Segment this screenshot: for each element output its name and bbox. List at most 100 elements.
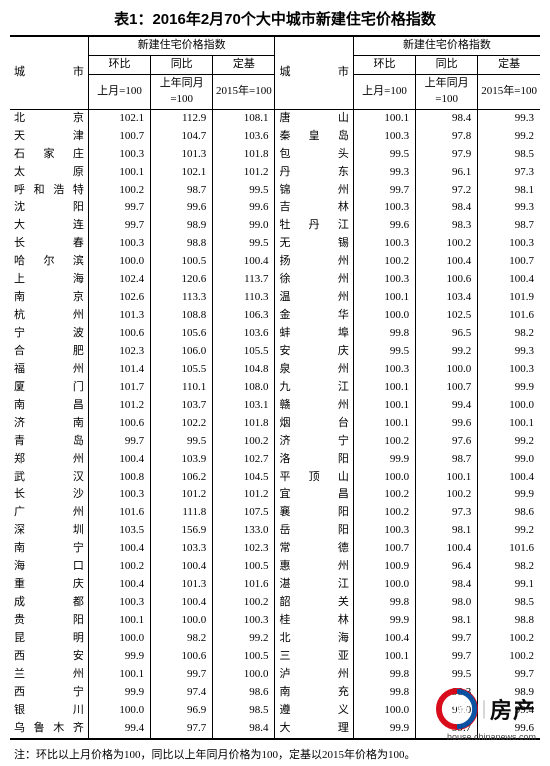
table-row: 大连99.798.999.0牡丹江99.698.398.7 [10, 217, 540, 235]
city-cell: 沈阳 [10, 199, 88, 217]
value-cell: 100.2 [213, 594, 275, 612]
city-cell: 九江 [275, 379, 353, 397]
table-row: 西安99.9100.6100.5三亚100.199.7100.2 [10, 648, 540, 666]
city-cell: 呼和浩特 [10, 182, 88, 200]
value-cell: 99.6 [213, 199, 275, 217]
value-cell: 100.6 [88, 325, 150, 343]
city-cell: 天津 [10, 128, 88, 146]
value-cell: 99.6 [353, 217, 415, 235]
value-cell: 156.9 [151, 522, 213, 540]
value-cell: 100.8 [88, 469, 150, 487]
city-cell: 昆明 [10, 630, 88, 648]
value-cell: 100.2 [213, 433, 275, 451]
city-cell: 成都 [10, 594, 88, 612]
city-cell: 丹东 [275, 164, 353, 182]
value-cell: 104.7 [151, 128, 213, 146]
value-cell: 102.1 [151, 164, 213, 182]
value-cell: 98.1 [416, 612, 478, 630]
city-cell: 锦州 [275, 182, 353, 200]
value-cell: 99.7 [88, 199, 150, 217]
value-cell: 100.3 [88, 235, 150, 253]
sub-tb-l: 上年同月=100 [151, 74, 213, 109]
col-dj-l: 定基 [213, 55, 275, 74]
value-cell: 100.1 [353, 415, 415, 433]
table-row: 沈阳99.799.699.6吉林100.398.499.3 [10, 199, 540, 217]
value-cell: 97.3 [478, 164, 540, 182]
value-cell: 98.9 [151, 217, 213, 235]
table-row: 重庆100.4101.3101.6湛江100.098.499.1 [10, 576, 540, 594]
city-cell: 合肥 [10, 343, 88, 361]
table-row: 宁波100.6105.6103.6蚌埠99.896.598.2 [10, 325, 540, 343]
value-cell: 100.3 [353, 199, 415, 217]
value-cell: 100.4 [88, 540, 150, 558]
value-cell: 99.7 [478, 666, 540, 684]
city-cell: 厦门 [10, 379, 88, 397]
table-row: 长沙100.3101.2101.2宜昌100.2100.299.9 [10, 486, 540, 504]
city-cell: 烟台 [275, 415, 353, 433]
city-cell: 平顶山 [275, 469, 353, 487]
city-cell: 重庆 [10, 576, 88, 594]
value-cell: 120.6 [151, 271, 213, 289]
value-cell: 99.0 [478, 451, 540, 469]
city-cell: 石家庄 [10, 146, 88, 164]
city-cell: 长春 [10, 235, 88, 253]
table-row: 兰州100.199.7100.0泸州99.899.599.7 [10, 666, 540, 684]
value-cell: 96.9 [151, 702, 213, 720]
table-row: 石家庄100.3101.3101.8包头99.597.998.5 [10, 146, 540, 164]
city-cell: 包头 [275, 146, 353, 164]
value-cell: 108.8 [151, 307, 213, 325]
city-cell: 上海 [10, 271, 88, 289]
value-cell: 97.8 [416, 128, 478, 146]
value-cell: 98.7 [151, 182, 213, 200]
price-index-table: 城市 新建住宅价格指数 城市 新建住宅价格指数 环比 同比 定基 环比 同比 定… [10, 35, 540, 740]
value-cell: 99.7 [416, 630, 478, 648]
value-cell: 98.8 [478, 612, 540, 630]
value-cell: 99.5 [213, 235, 275, 253]
value-cell: 99.9 [353, 720, 415, 739]
city-cell: 温州 [275, 289, 353, 307]
city-cell: 太原 [10, 164, 88, 182]
value-cell: 103.9 [151, 451, 213, 469]
value-cell: 100.3 [88, 146, 150, 164]
city-cell: 常德 [275, 540, 353, 558]
value-cell: 98.3 [416, 217, 478, 235]
value-cell: 101.2 [88, 397, 150, 415]
value-cell: 100.3 [478, 235, 540, 253]
value-cell: 99.2 [478, 433, 540, 451]
value-cell: 100.4 [416, 253, 478, 271]
city-cell: 洛阳 [275, 451, 353, 469]
city-cell: 兰州 [10, 666, 88, 684]
value-cell: 99.3 [478, 109, 540, 127]
value-cell: 96.4 [416, 558, 478, 576]
city-cell: 南昌 [10, 397, 88, 415]
value-cell: 101.6 [88, 504, 150, 522]
value-cell: 99.9 [478, 486, 540, 504]
city-cell: 金华 [275, 307, 353, 325]
table-row: 上海102.4120.6113.7徐州100.3100.6100.4 [10, 271, 540, 289]
value-cell: 100.2 [416, 235, 478, 253]
city-cell: 唐山 [275, 109, 353, 127]
value-cell: 99.9 [88, 684, 150, 702]
value-cell: 100.2 [416, 486, 478, 504]
value-cell: 100.7 [353, 540, 415, 558]
table-row: 长春100.398.899.5无锡100.3100.2100.3 [10, 235, 540, 253]
city-cell: 西安 [10, 648, 88, 666]
table-row: 福州101.4105.5104.8泉州100.3100.0100.3 [10, 361, 540, 379]
value-cell: 98.5 [213, 702, 275, 720]
table-row: 深圳103.5156.9133.0岳阳100.398.199.2 [10, 522, 540, 540]
value-cell: 100.3 [353, 271, 415, 289]
value-cell: 101.6 [478, 540, 540, 558]
value-cell: 100.0 [213, 666, 275, 684]
value-cell: 100.4 [151, 594, 213, 612]
value-cell: 100.1 [478, 415, 540, 433]
value-cell: 100.7 [416, 379, 478, 397]
table-row: 济南100.6102.2101.8烟台100.199.6100.1 [10, 415, 540, 433]
value-cell: 99.7 [151, 666, 213, 684]
city-cell: 武汉 [10, 469, 88, 487]
value-cell: 100.1 [353, 289, 415, 307]
value-cell: 103.7 [151, 397, 213, 415]
value-cell: 98.2 [478, 558, 540, 576]
value-cell: 101.2 [213, 486, 275, 504]
city-cell: 北海 [275, 630, 353, 648]
value-cell: 99.5 [213, 182, 275, 200]
